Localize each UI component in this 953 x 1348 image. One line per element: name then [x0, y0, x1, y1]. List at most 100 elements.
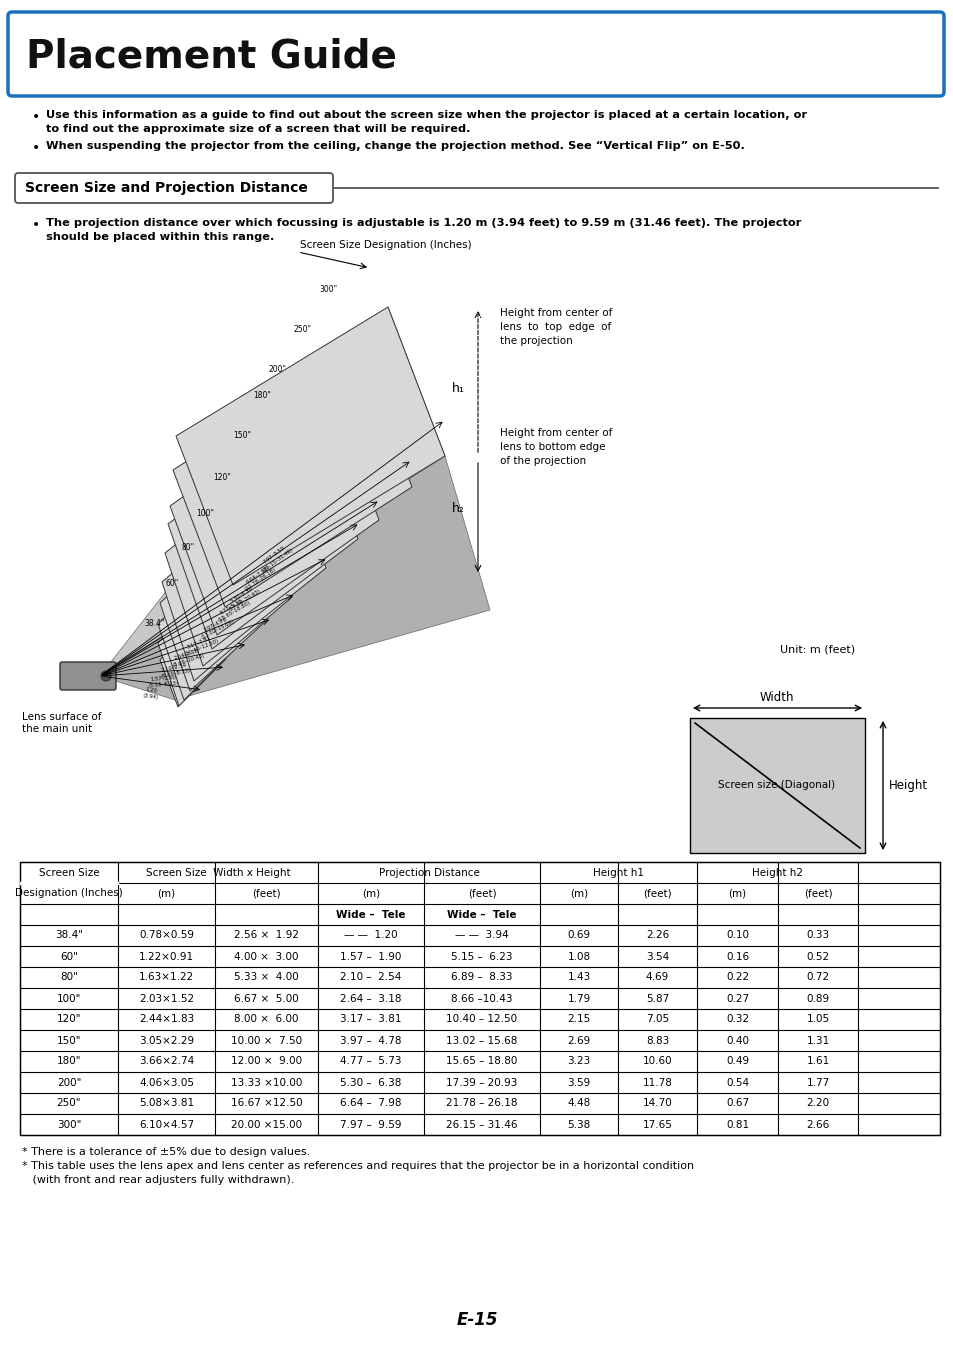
Text: (m): (m)	[157, 888, 175, 899]
Text: 3.59: 3.59	[567, 1077, 590, 1088]
Text: 13.02 – 15.68: 13.02 – 15.68	[446, 1035, 517, 1046]
Text: 3.66×2.74: 3.66×2.74	[139, 1057, 193, 1066]
Text: 2.15: 2.15	[567, 1015, 590, 1024]
Text: 17.39 – 20.93: 17.39 – 20.93	[446, 1077, 517, 1088]
Text: (m): (m)	[569, 888, 587, 899]
Text: 10.60: 10.60	[642, 1057, 672, 1066]
Text: 0.54: 0.54	[725, 1077, 748, 1088]
Text: 2.44×1.83: 2.44×1.83	[139, 1015, 193, 1024]
Text: Screen Size Designation (Inches): Screen Size Designation (Inches)	[299, 240, 471, 249]
Text: E-15: E-15	[456, 1312, 497, 1329]
Text: 60": 60"	[60, 952, 78, 961]
Polygon shape	[158, 596, 226, 706]
Text: 0.33: 0.33	[805, 930, 829, 941]
Text: When suspending the projector from the ceiling, change the projection method. Se: When suspending the projector from the c…	[46, 142, 744, 151]
Text: 0.89: 0.89	[805, 993, 829, 1003]
Text: (feet): (feet)	[252, 888, 280, 899]
Text: 1.61: 1.61	[805, 1057, 829, 1066]
Text: 300": 300"	[318, 286, 336, 294]
Text: 0.16: 0.16	[725, 952, 748, 961]
Text: Height from center of
lens  to  top  edge  of
the projection: Height from center of lens to top edge o…	[499, 307, 612, 346]
Text: (feet): (feet)	[802, 888, 831, 899]
Text: 5.15 –  6.23: 5.15 – 6.23	[451, 952, 512, 961]
Text: 300": 300"	[57, 1119, 81, 1130]
Text: — —  3.94: — — 3.94	[455, 930, 508, 941]
Text: 3.54: 3.54	[645, 952, 668, 961]
Text: 1.77: 1.77	[805, 1077, 829, 1088]
FancyBboxPatch shape	[15, 173, 333, 204]
Polygon shape	[162, 497, 292, 681]
Text: 5.08×3.81: 5.08×3.81	[139, 1099, 193, 1108]
Polygon shape	[160, 630, 203, 706]
Text: 7.05: 7.05	[645, 1015, 668, 1024]
Text: 3.05×2.29: 3.05×2.29	[139, 1035, 193, 1046]
Text: 0.27: 0.27	[725, 993, 748, 1003]
Text: 4.00 ×  3.00: 4.00 × 3.00	[234, 952, 298, 961]
Text: Designation (Inches): Designation (Inches)	[15, 888, 123, 899]
Polygon shape	[172, 350, 412, 607]
Polygon shape	[175, 307, 444, 585]
Text: 2.03×1.52: 2.03×1.52	[139, 993, 193, 1003]
Text: 13.33 ×10.00: 13.33 ×10.00	[231, 1077, 302, 1088]
Text: 150": 150"	[233, 430, 251, 439]
Text: 1.79: 1.79	[567, 993, 590, 1003]
Polygon shape	[170, 391, 378, 635]
Text: (m): (m)	[728, 888, 746, 899]
Text: 0.81: 0.81	[725, 1119, 748, 1130]
Text: 2.69: 2.69	[567, 1035, 590, 1046]
Text: 120": 120"	[213, 473, 231, 483]
Text: 8.83: 8.83	[645, 1035, 668, 1046]
Text: Projection Distance: Projection Distance	[378, 868, 479, 878]
Text: 6.64 –  7.98: 6.64 – 7.98	[340, 1099, 401, 1108]
Text: 11.78: 11.78	[642, 1077, 672, 1088]
Text: 200": 200"	[57, 1077, 81, 1088]
Text: * There is a tolerance of ±5% due to design values.: * There is a tolerance of ±5% due to des…	[22, 1147, 310, 1157]
Text: 2.56 ×  1.92: 2.56 × 1.92	[233, 930, 298, 941]
Text: 6.89 –  8.33: 6.89 – 8.33	[451, 972, 512, 983]
Text: 250": 250"	[56, 1099, 81, 1108]
Text: 6.64–7.98
(21.78–26.18): 6.64–7.98 (21.78–26.18)	[240, 562, 277, 592]
Text: 2.66: 2.66	[805, 1119, 829, 1130]
Text: Use this information as a guide to find out about the screen size when the proje: Use this information as a guide to find …	[46, 111, 806, 120]
Text: 3.17–3.81
(10.40–12.50): 3.17–3.81 (10.40–12.50)	[181, 632, 219, 656]
Text: — —  1.20: — — 1.20	[344, 930, 397, 941]
Text: 3.17 –  3.81: 3.17 – 3.81	[340, 1015, 401, 1024]
Text: Lens surface of
the main unit: Lens surface of the main unit	[22, 712, 101, 733]
Text: 4.77 –  5.73: 4.77 – 5.73	[340, 1057, 401, 1066]
Text: Height: Height	[888, 779, 927, 791]
Text: 0.10: 0.10	[725, 930, 748, 941]
Text: 4.77–5.73
(15.65–18.80): 4.77–5.73 (15.65–18.80)	[213, 594, 252, 623]
Text: 0.78×0.59: 0.78×0.59	[139, 930, 193, 941]
Text: •: •	[32, 218, 40, 232]
Text: 12.00 ×  9.00: 12.00 × 9.00	[231, 1057, 302, 1066]
Text: 1.63×1.22: 1.63×1.22	[139, 972, 193, 983]
Text: Screen Size and Projection Distance: Screen Size and Projection Distance	[25, 181, 308, 195]
Text: 2.10 –  2.54: 2.10 – 2.54	[340, 972, 401, 983]
Polygon shape	[160, 531, 268, 692]
Text: 8.66 –10.43: 8.66 –10.43	[451, 993, 512, 1003]
Text: 1.57 –  1.90: 1.57 – 1.90	[340, 952, 401, 961]
Text: Height from center of
lens to bottom edge
of the projection: Height from center of lens to bottom edg…	[499, 429, 612, 466]
Text: Unit: m (feet): Unit: m (feet)	[780, 644, 854, 655]
Text: 5.38: 5.38	[567, 1119, 590, 1130]
Text: 38.4": 38.4"	[145, 619, 165, 628]
Text: Placement Guide: Placement Guide	[26, 36, 396, 75]
Text: 4.69: 4.69	[645, 972, 668, 983]
Text: 250": 250"	[294, 325, 312, 334]
Text: h₁: h₁	[452, 381, 464, 395]
Text: 21.78 – 26.18: 21.78 – 26.18	[446, 1099, 517, 1108]
Text: Height h1: Height h1	[593, 868, 643, 878]
Text: 180": 180"	[56, 1057, 81, 1066]
Text: 2.10–2.54
(6.89–8.33): 2.10–2.54 (6.89–8.33)	[159, 662, 191, 679]
Text: 0.72: 0.72	[805, 972, 829, 983]
Bar	[689, 718, 864, 853]
Text: 7.97–9.59
(26.15–31.46): 7.97–9.59 (26.15–31.46)	[257, 542, 294, 573]
Text: 100": 100"	[57, 993, 81, 1003]
Text: (feet): (feet)	[467, 888, 496, 899]
Polygon shape	[165, 456, 326, 666]
Text: 16.67 ×12.50: 16.67 ×12.50	[231, 1099, 302, 1108]
Polygon shape	[100, 307, 444, 675]
Text: 2.20: 2.20	[805, 1099, 829, 1108]
Text: 5.87: 5.87	[645, 993, 668, 1003]
Text: Screen Size  Width x Height: Screen Size Width x Height	[146, 868, 290, 878]
